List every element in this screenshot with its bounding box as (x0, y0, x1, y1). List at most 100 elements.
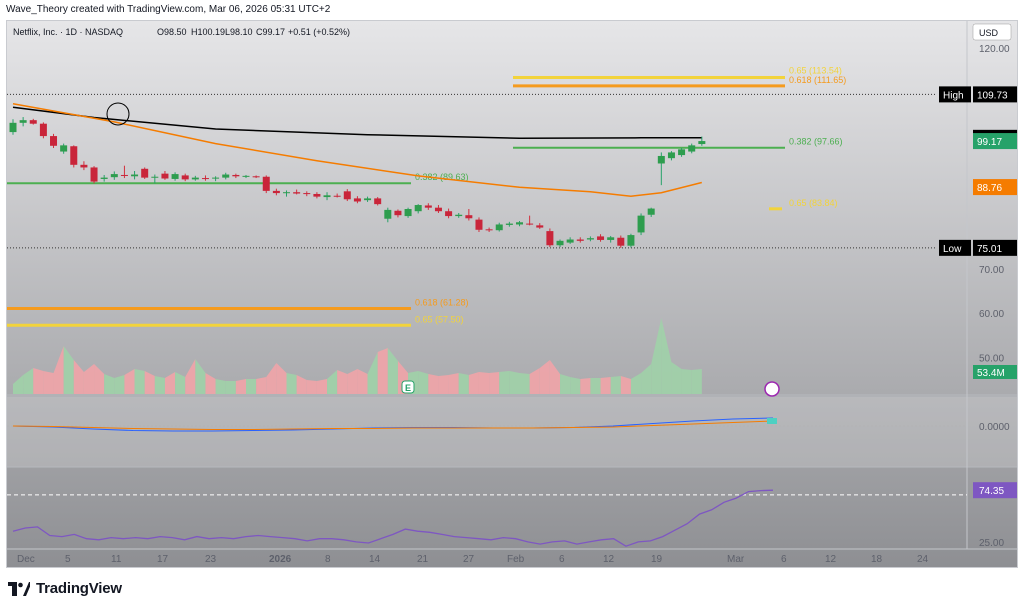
currency-box (972, 23, 1012, 41)
volume-area (23, 368, 34, 394)
volume-area (245, 379, 257, 394)
volume-area (580, 378, 591, 394)
volume-area (357, 369, 368, 394)
candle (678, 149, 686, 156)
volume-area (73, 360, 84, 394)
volume-area (519, 373, 530, 394)
volume-area (104, 374, 115, 394)
volume-label: 53.4M (977, 368, 1005, 379)
volume-area (13, 375, 24, 394)
volume-area (154, 376, 165, 394)
volume-area (671, 362, 682, 394)
candle (333, 195, 341, 197)
volume-area (144, 371, 155, 394)
rsi-y-tick: 25.00 (979, 538, 1004, 549)
candle (495, 224, 503, 231)
volume-area (509, 371, 520, 394)
volume-area (175, 372, 186, 394)
rsi-line (12, 489, 774, 547)
candle (424, 205, 432, 208)
candle (303, 193, 311, 195)
candle (293, 192, 301, 194)
volume-area (225, 381, 236, 394)
x-tick-label: 5 (65, 554, 71, 565)
price-label-value: 88.76 (977, 183, 1002, 194)
macd-histogram-tip (767, 418, 777, 424)
x-tick-label: 21 (417, 554, 429, 565)
ma-line-orange (12, 103, 702, 197)
macd-y-tick: 0.0000 (979, 422, 1010, 433)
candle (212, 177, 220, 179)
volume-area (620, 376, 631, 394)
candle (141, 168, 149, 178)
volume-area (53, 346, 64, 394)
ohlc-chg: +0.51 (+0.52%) (288, 27, 350, 37)
volume-area (438, 375, 449, 394)
chart-frame[interactable]: 0.65 (113.54) 0.618 (111.65) 0.382 (97.66)… (6, 20, 1018, 568)
price-label-value: 99.17 (977, 137, 1002, 148)
candle (60, 145, 68, 152)
price-label-box (973, 239, 1017, 256)
candle (475, 219, 483, 230)
volume-area (327, 370, 338, 394)
candle (526, 223, 534, 225)
candle (171, 174, 179, 179)
volume-area (306, 380, 317, 394)
fib-level-label: 0.618 (61.28) (415, 298, 469, 308)
candle (536, 225, 544, 228)
candle (283, 192, 291, 194)
price-label-name: Low (943, 244, 962, 255)
chart-svg[interactable]: 0.65 (113.54)0.618 (111.65) 0.382 (97.66)… (7, 21, 1017, 567)
volume-area (185, 359, 196, 394)
volume-area (560, 374, 571, 394)
candle (252, 176, 260, 178)
x-tick-label: 14 (369, 554, 381, 565)
volume-area (448, 373, 459, 394)
ohlc-O: O98.50 (157, 27, 187, 37)
x-tick-label: 27 (463, 554, 475, 565)
candle (131, 174, 139, 177)
volume-area (276, 363, 287, 394)
volume-area (205, 373, 216, 394)
volume-area (418, 371, 429, 394)
rsi-value-label: 74.35 (979, 486, 1004, 497)
candle (586, 238, 594, 240)
candle (353, 198, 361, 202)
ohlc-L: L98.10 (225, 27, 253, 37)
price-label-box (973, 133, 1017, 150)
footer: TradingView (8, 580, 122, 597)
candle (657, 155, 665, 164)
candle (698, 141, 706, 145)
rsi-value-box (973, 482, 1017, 499)
volume-area (94, 364, 105, 394)
candle (637, 215, 645, 233)
candle (384, 209, 392, 219)
candle (50, 136, 58, 146)
x-tick-label: Mar (727, 554, 745, 565)
candle (90, 167, 98, 182)
fib-level-label: 0.382 (97.66) (789, 137, 843, 147)
volume-area (256, 377, 267, 394)
candle (566, 239, 574, 243)
volume-area (478, 372, 490, 394)
x-tick-label: 24 (917, 554, 929, 565)
x-tick-label: 2026 (269, 554, 292, 565)
volume-area (428, 374, 439, 394)
candle (404, 209, 412, 217)
volume-area (296, 375, 307, 394)
volume-area (468, 372, 479, 394)
candle (627, 235, 635, 246)
volume-area (164, 372, 176, 394)
volume-area (610, 376, 621, 394)
price-label-name-box (939, 239, 971, 256)
candle (201, 178, 209, 180)
volume-area (43, 371, 54, 394)
volume-area (549, 360, 561, 394)
y-tick-label: 60.00 (979, 309, 1004, 320)
volume-label-box (973, 365, 1017, 379)
symbol-title: Netflix, Inc. · 1D · NASDAQ (13, 27, 123, 37)
volume-area (215, 379, 226, 394)
volume-area (63, 346, 74, 394)
candle (181, 175, 189, 180)
y-tick-label: 70.00 (979, 265, 1004, 276)
